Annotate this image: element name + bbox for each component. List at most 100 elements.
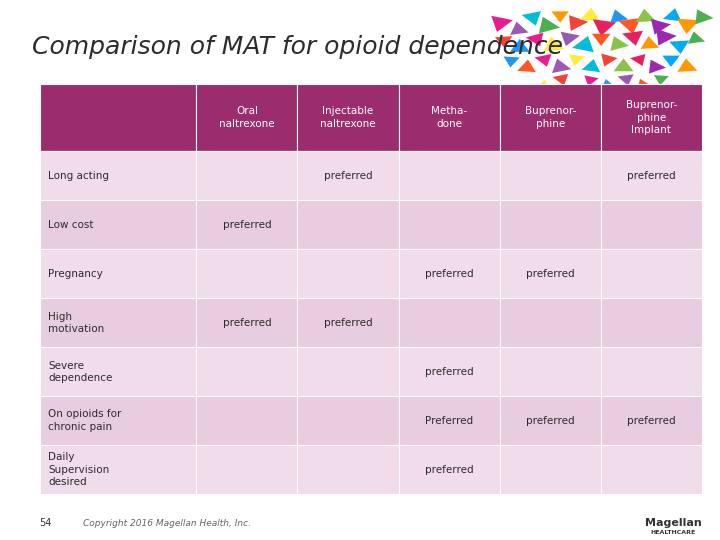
Text: Preferred: Preferred	[425, 416, 473, 426]
Bar	[601, 249, 702, 298]
Bar	[500, 249, 601, 298]
Text: HEALTHCARE: HEALTHCARE	[651, 530, 696, 535]
Bar	[197, 347, 297, 396]
Polygon shape	[622, 31, 643, 46]
Polygon shape	[663, 8, 681, 22]
Polygon shape	[592, 33, 611, 46]
Bar	[500, 347, 601, 396]
Bar	[40, 249, 197, 298]
Text: Copyright 2016 Magellan Health, Inc.: Copyright 2016 Magellan Health, Inc.	[83, 519, 251, 528]
Text: Severe
dependence: Severe dependence	[48, 361, 112, 383]
Bar	[399, 84, 500, 151]
Bar	[297, 298, 399, 347]
Polygon shape	[593, 19, 616, 36]
Bar	[40, 445, 197, 494]
Text: preferred: preferred	[324, 171, 372, 181]
Polygon shape	[510, 39, 530, 52]
Bar	[601, 445, 702, 494]
Polygon shape	[611, 36, 629, 51]
Polygon shape	[522, 11, 541, 25]
Polygon shape	[561, 32, 580, 46]
Bar	[399, 347, 500, 396]
Text: preferred: preferred	[222, 220, 271, 230]
Bar	[40, 200, 197, 249]
Bar	[297, 445, 399, 494]
Text: preferred: preferred	[324, 318, 372, 328]
Bar	[297, 396, 399, 445]
Polygon shape	[539, 17, 560, 33]
Polygon shape	[696, 9, 714, 24]
Bar	[601, 396, 702, 445]
Bar	[40, 298, 197, 347]
Text: Metha-
done: Metha- done	[431, 106, 467, 129]
Polygon shape	[534, 54, 552, 67]
Bar	[500, 151, 601, 200]
Polygon shape	[618, 75, 634, 86]
Bar	[500, 200, 601, 249]
Polygon shape	[618, 18, 641, 34]
Polygon shape	[636, 9, 656, 22]
Polygon shape	[552, 74, 568, 86]
Polygon shape	[491, 16, 513, 32]
Bar	[500, 445, 601, 494]
Text: Magellan: Magellan	[645, 518, 701, 528]
Polygon shape	[536, 80, 551, 90]
Polygon shape	[654, 75, 669, 85]
Polygon shape	[641, 36, 660, 49]
Text: preferred: preferred	[425, 464, 474, 475]
Bar	[197, 151, 297, 200]
Bar	[297, 200, 399, 249]
Polygon shape	[517, 59, 536, 72]
Bar	[399, 396, 500, 445]
Text: preferred: preferred	[627, 416, 676, 426]
Bar	[399, 298, 500, 347]
Bar	[399, 151, 500, 200]
Bar	[297, 249, 399, 298]
Polygon shape	[582, 59, 600, 72]
Text: Buprenor-
phine: Buprenor- phine	[525, 106, 576, 129]
Polygon shape	[503, 57, 520, 68]
Polygon shape	[601, 53, 618, 66]
Text: Low cost: Low cost	[48, 220, 94, 230]
Polygon shape	[600, 79, 617, 91]
Polygon shape	[688, 31, 705, 44]
Polygon shape	[526, 33, 544, 46]
Text: preferred: preferred	[425, 269, 474, 279]
Bar	[399, 200, 500, 249]
Bar	[500, 84, 601, 151]
Polygon shape	[662, 56, 680, 67]
Text: High
motivation: High motivation	[48, 312, 104, 334]
Polygon shape	[636, 79, 654, 92]
Polygon shape	[630, 54, 645, 66]
Bar	[297, 151, 399, 200]
Bar	[40, 84, 197, 151]
Polygon shape	[669, 40, 689, 54]
Bar	[197, 249, 297, 298]
Polygon shape	[544, 37, 564, 52]
Text: 54: 54	[40, 518, 52, 528]
Bar	[40, 396, 197, 445]
Polygon shape	[569, 15, 588, 31]
Polygon shape	[510, 22, 528, 35]
Bar	[601, 84, 702, 151]
Text: Comparison of MAT for opioid dependence: Comparison of MAT for opioid dependence	[32, 35, 563, 59]
Bar	[399, 249, 500, 298]
Text: Pregnancy: Pregnancy	[48, 269, 103, 279]
Polygon shape	[651, 19, 671, 35]
Polygon shape	[585, 76, 599, 86]
Polygon shape	[552, 59, 571, 73]
Bar	[399, 445, 500, 494]
Bar	[197, 445, 297, 494]
Text: Buprenor-
phine
Implant: Buprenor- phine Implant	[626, 100, 677, 135]
Bar	[197, 298, 297, 347]
Text: Injectable
naltrexone: Injectable naltrexone	[320, 106, 376, 129]
Bar	[500, 396, 601, 445]
Bar	[601, 347, 702, 396]
Polygon shape	[649, 59, 666, 73]
Polygon shape	[580, 8, 600, 21]
Polygon shape	[677, 19, 699, 34]
Polygon shape	[569, 55, 585, 66]
Bar	[197, 396, 297, 445]
Text: preferred: preferred	[222, 318, 271, 328]
Text: preferred: preferred	[526, 269, 575, 279]
